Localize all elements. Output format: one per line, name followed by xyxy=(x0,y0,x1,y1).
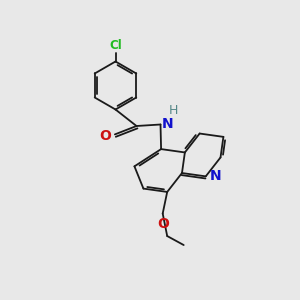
Text: Cl: Cl xyxy=(109,39,122,52)
Text: N: N xyxy=(162,117,173,131)
Text: H: H xyxy=(168,104,178,117)
Text: O: O xyxy=(99,129,111,143)
Text: O: O xyxy=(157,217,169,231)
Text: N: N xyxy=(209,169,221,183)
